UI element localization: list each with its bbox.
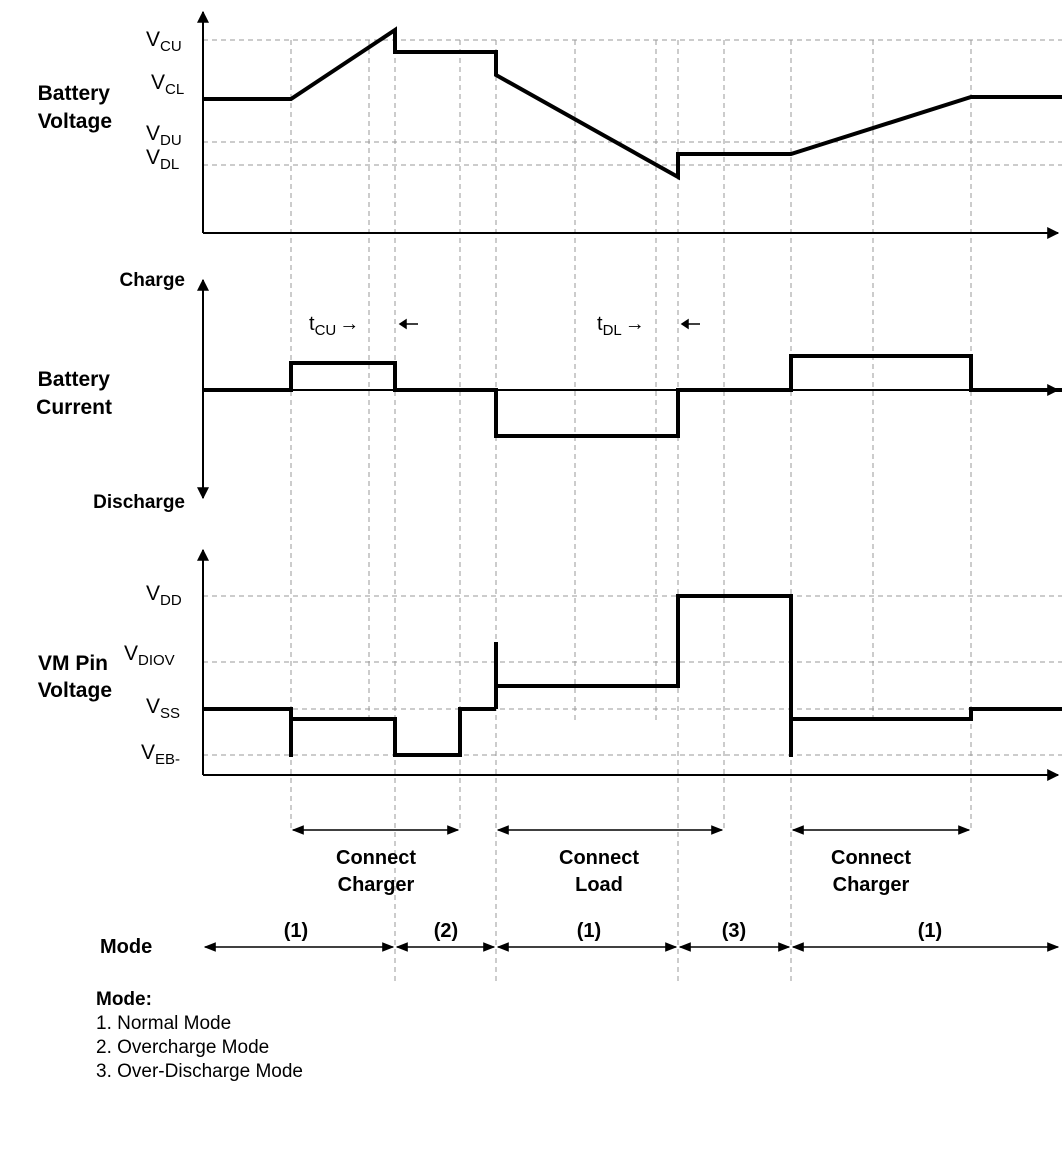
mode-segment-4: (3): [722, 920, 746, 942]
battery-current-trace: [203, 354, 1062, 438]
level-vdd: VDD: [146, 582, 182, 609]
battery-voltage-axes: [197, 10, 1060, 239]
level-vcu: VCU: [146, 28, 182, 55]
tdl-delay-label: tDL →: [597, 313, 645, 339]
level-vdu: VDU: [146, 122, 182, 149]
mode-segment-3: (1): [577, 920, 601, 942]
level-vdl: VDL: [146, 146, 179, 173]
mode-segment-5: (1): [918, 920, 942, 942]
level-veb: VEB-: [141, 741, 180, 768]
battery-current-label-1: Battery: [38, 368, 111, 391]
battery-current-label-2: Current: [36, 396, 112, 419]
timing-diagram: Battery Voltage VCU VCL VDU VDL Charge D…: [36, 10, 1062, 985]
charge-label: Charge: [120, 270, 185, 291]
level-vcl: VCL: [151, 71, 184, 98]
legend-item: 1. Normal Mode: [96, 1013, 232, 1034]
vm-voltage-axes: [197, 548, 1060, 781]
event-1-line-2: Charger: [338, 874, 415, 896]
vertical-grid-lines: [290, 40, 972, 985]
level-lines: [203, 39, 1062, 756]
event-3-line-1: Connect: [831, 847, 911, 869]
mode-segment-1: (1): [284, 920, 308, 942]
battery-current-axes: [197, 278, 1060, 500]
battery-voltage-label-1: Battery: [38, 82, 111, 105]
battery-voltage-label-2: Voltage: [38, 110, 112, 133]
tdl-delay-left-arrow-icon: [680, 318, 700, 330]
vm-voltage-trace: [203, 707, 496, 757]
legend-title: Mode:: [96, 989, 152, 1010]
mode-legend: Mode: 1. Normal Mode 2. Overcharge Mode …: [96, 988, 303, 1084]
vm-voltage-trace-2: [494, 594, 1062, 757]
legend-item: 2. Overcharge Mode: [96, 1037, 270, 1058]
event-2-line-2: Load: [575, 874, 623, 896]
mode-row-label: Mode: [100, 936, 152, 958]
vm-label-1: VM Pin: [38, 652, 108, 675]
level-vdiov: VDIOV: [124, 642, 175, 669]
tcu-delay-label: tCU →: [309, 313, 359, 339]
event-3-line-2: Charger: [833, 874, 910, 896]
event-2-line-1: Connect: [559, 847, 639, 869]
discharge-label: Discharge: [93, 492, 185, 513]
legend-item: 3. Over-Discharge Mode: [96, 1061, 303, 1082]
vm-label-2: Voltage: [38, 679, 112, 702]
event-1-line-1: Connect: [336, 847, 416, 869]
tcu-delay-left-arrow-icon: [398, 318, 418, 330]
level-vss: VSS: [146, 695, 180, 722]
battery-voltage-trace: [203, 26, 1062, 181]
mode-segment-2: (2): [434, 920, 458, 942]
